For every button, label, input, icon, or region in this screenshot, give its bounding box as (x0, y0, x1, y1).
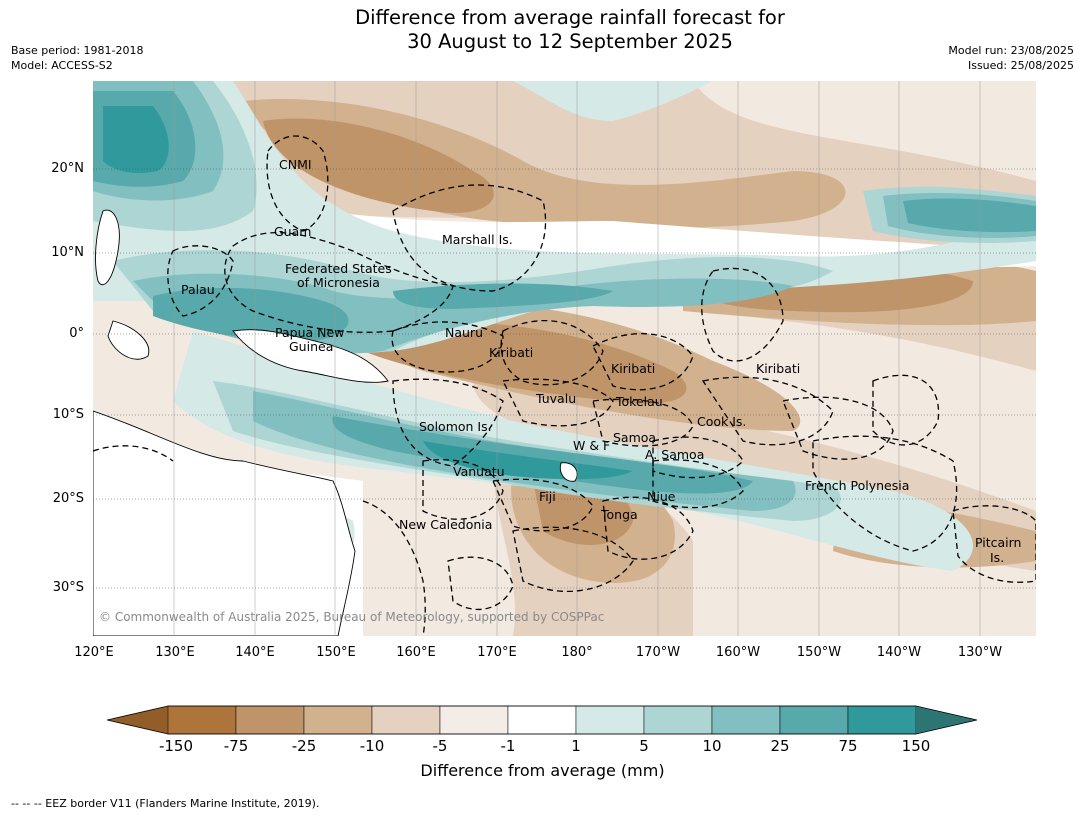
lon-label-180: 180° (561, 645, 593, 660)
lon-label-170e: 170°E (477, 645, 517, 660)
colorbar-tick-12: 150 (901, 737, 931, 755)
colorbar-tick-11: 75 (838, 737, 858, 755)
latitude-lines (93, 168, 1036, 589)
colorbar-swatch-8 (643, 705, 713, 735)
label-solomon: Solomon Is. (419, 419, 492, 434)
colorbar-extend-high (916, 706, 977, 734)
colorbar-tick-10: 25 (770, 737, 790, 755)
eez-legend-note: -- -- -- EEZ border V11 (Flanders Marine… (11, 797, 320, 810)
lon-label-170w: 170°W (635, 645, 681, 660)
colorbar-tick-3: -25 (291, 737, 317, 755)
graticule (173, 81, 981, 636)
colorbar-swatch-7 (575, 705, 645, 735)
label-pitcairn-2: Is. (990, 550, 1004, 565)
colorbar-tick-9: 10 (702, 737, 722, 755)
label-palau: Palau (181, 282, 215, 297)
colorbar-swatch-4 (371, 705, 441, 735)
colorbar-swatch-10 (779, 705, 849, 735)
map-title: Difference from average rainfall forecas… (0, 6, 1085, 54)
label-nauru: Nauru (445, 325, 483, 340)
meta-left: Base period: 1981-2018 Model: ACCESS-S2 (11, 43, 143, 73)
colorbar-tick-7: 1 (571, 737, 581, 755)
colorbar-swatches (106, 705, 978, 735)
label-new-caledonia: New Caledonia (399, 517, 492, 532)
lat-label-30s: 30°S (52, 580, 84, 595)
colorbar-swatch-11 (847, 705, 917, 735)
label-fsm-1: Federated States (285, 261, 392, 276)
colorbar-swatch-3 (303, 705, 373, 735)
label-tokelau: Tokelau (615, 394, 663, 409)
label-guam: Guam (274, 224, 311, 239)
colorbar-tick-1: -150 (158, 737, 194, 755)
colorbar-tick-8: 5 (639, 737, 649, 755)
extreme-wet-patches (103, 106, 633, 480)
lat-label-10s: 10°S (52, 407, 84, 422)
lon-label-160e: 160°E (396, 645, 436, 660)
base-period: Base period: 1981-2018 (11, 44, 144, 57)
label-cnmi: CNMI (279, 157, 312, 172)
label-french-polynesia: French Polynesia (805, 478, 909, 493)
label-fsm-2: of Micronesia (297, 275, 380, 290)
label-wallis-futuna: W & F (573, 438, 610, 453)
label-tuvalu: Tuvalu (535, 391, 576, 406)
label-fiji: Fiji (539, 489, 556, 504)
colorbar-swatch-9 (711, 705, 781, 735)
label-niue: Niue (647, 489, 676, 504)
model-run: Model run: 23/08/2025 (948, 44, 1074, 57)
lon-label-140w: 140°W (876, 645, 922, 660)
title-line-2: 30 August to 12 September 2025 (407, 30, 733, 53)
lon-label-130w: 130°W (957, 645, 1003, 660)
eez-borders (93, 135, 1036, 636)
lon-label-150w: 150°W (796, 645, 842, 660)
label-png-1: Papua New (275, 325, 344, 340)
lat-label-20n: 20°N (51, 161, 84, 176)
lon-label-160w: 160°W (715, 645, 761, 660)
issued-date: Issued: 25/08/2025 (967, 59, 1074, 72)
colorbar-tick-2: -75 (223, 737, 249, 755)
colorbar-tick-6: -1 (500, 737, 516, 755)
lon-label-150e: 150°E (316, 645, 356, 660)
title-line-1: Difference from average rainfall forecas… (355, 6, 785, 29)
meta-right: Model run: 23/08/2025 Issued: 25/08/2025 (948, 43, 1074, 73)
label-kiribati-3: Kiribati (756, 361, 800, 376)
colorbar-swatch-1 (167, 705, 237, 735)
rainfall-anomaly-map: CNMI Guam Marshall Is. Federated States … (93, 81, 1036, 636)
colorbar-tick-5: -5 (432, 737, 448, 755)
model-name: Model: ACCESS-S2 (11, 59, 113, 72)
lat-label-0: 0° (69, 326, 84, 341)
label-kiribati-2: Kiribati (611, 361, 655, 376)
label-samoa: Samoa (613, 430, 656, 445)
colorbar-swatch-2 (235, 705, 305, 735)
label-pitcairn-1: Pitcairn (975, 535, 1021, 550)
copyright-notice: © Commonwealth of Australia 2025, Bureau… (99, 610, 605, 624)
neutral-band-north (213, 191, 1036, 268)
label-kiribati-1: Kiribati (489, 345, 533, 360)
map-panel: CNMI Guam Marshall Is. Federated States … (93, 81, 1036, 636)
lat-label-10n: 10°N (51, 245, 84, 260)
colorbar-extend-low (107, 706, 168, 734)
label-vanuatu: Vanuatu (453, 464, 505, 479)
colorbar-swatch-5 (439, 705, 509, 735)
label-png-2: Guinea (289, 339, 333, 354)
lon-label-140e: 140°E (235, 645, 275, 660)
label-tonga: Tonga (600, 507, 638, 522)
colorbar (106, 705, 979, 741)
lat-label-20s: 20°S (52, 491, 84, 506)
colorbar-tick-4: -10 (359, 737, 385, 755)
label-american-samoa: A. Samoa (645, 447, 704, 462)
label-marshall: Marshall Is. (442, 232, 513, 247)
colorbar-swatch-6 (507, 705, 577, 735)
place-labels: CNMI Guam Marshall Is. Federated States … (181, 157, 1021, 565)
label-cook: Cook Is. (697, 414, 746, 429)
lon-label-120e: 120°E (74, 645, 114, 660)
colorbar-title: Difference from average (mm) (420, 761, 665, 780)
land-masses (93, 209, 578, 636)
lon-label-130e: 130°E (155, 645, 195, 660)
